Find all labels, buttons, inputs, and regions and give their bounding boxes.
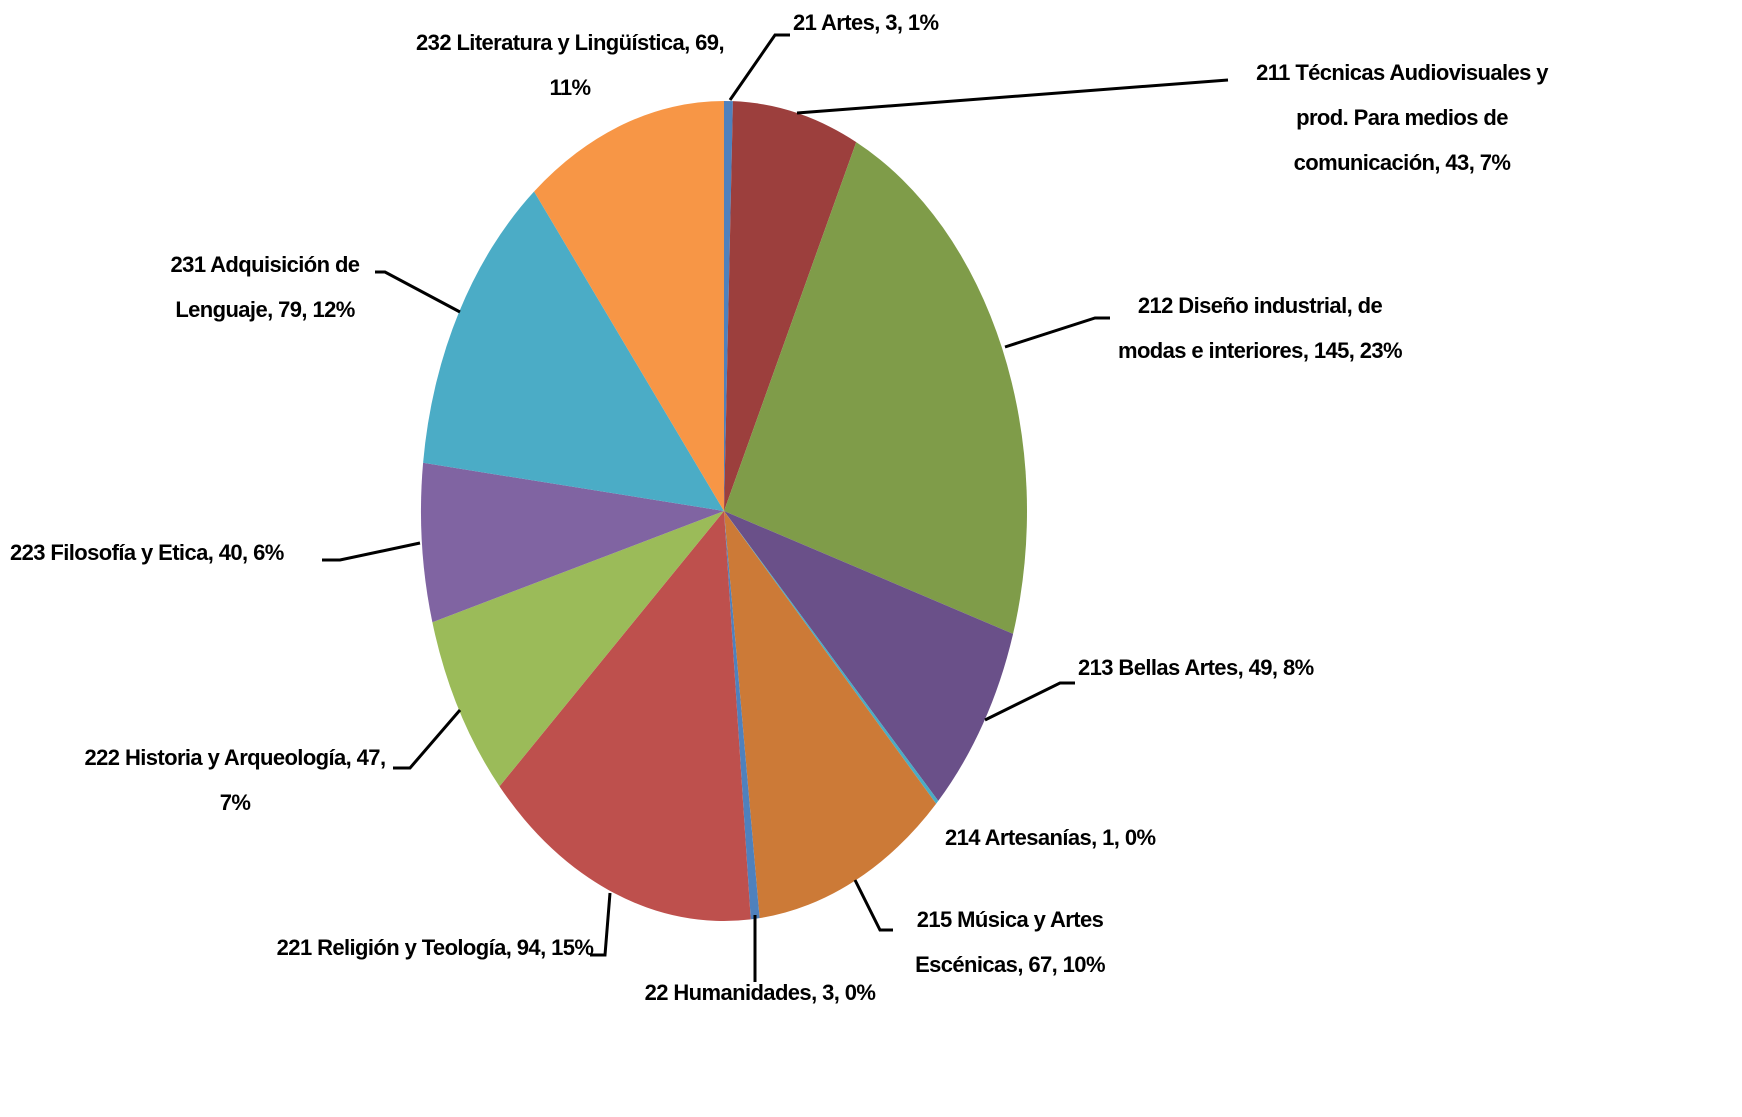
label-value: 47: [356, 745, 381, 770]
leader-line: [728, 33, 790, 101]
label-percent: 0%: [844, 980, 876, 1005]
data-label: 223 Filosofía y Etica, 40, 6%: [10, 540, 284, 565]
pie-slice: [421, 462, 724, 623]
pie-slice: [724, 101, 733, 511]
label-percent: 10%: [1062, 952, 1106, 977]
label-category: 214 Artesanías: [945, 825, 1092, 850]
label-percent: 7%: [219, 790, 251, 815]
label-value: 145: [1313, 338, 1350, 363]
label-percent: 0%: [1124, 825, 1156, 850]
leader-line: [393, 709, 462, 770]
label-percent: 11%: [549, 75, 591, 100]
label-category: 223 Filosofía y Etica: [10, 540, 208, 565]
label-value: 43: [1445, 150, 1469, 175]
label-value: 3: [822, 980, 834, 1005]
pie-slice: [423, 191, 724, 511]
leader-line: [853, 879, 893, 932]
data-label: 213 Bellas Artes, 49, 8%: [1078, 655, 1314, 680]
label-value: 94: [516, 935, 541, 960]
label-category: 231 Adquisición de Lenguaje: [170, 252, 360, 322]
label-value: 1: [1102, 825, 1114, 850]
leader-line: [590, 892, 612, 957]
leader-line: [796, 78, 1229, 115]
leader-line: [322, 541, 421, 562]
pie-slice: [724, 511, 939, 804]
data-label: 211 Técnicas Audiovisuales y prod. Para …: [1256, 60, 1548, 175]
label-category: 215 Música y Artes Escénicas: [915, 907, 1104, 977]
data-label: 231 Adquisición de Lenguaje, 79, 12%: [170, 252, 360, 322]
data-label: 212 Diseño industrial, de modas e interi…: [1117, 293, 1403, 363]
label-value: 79: [278, 297, 302, 322]
pie-slice: [724, 511, 760, 920]
pie-slice: [724, 101, 857, 512]
label-value: 3: [885, 10, 897, 35]
label-percent: 12%: [312, 297, 355, 322]
data-label: 21 Artes, 3, 1%: [793, 10, 939, 35]
data-label: 22 Humanidades, 3, 0%: [644, 980, 876, 1005]
pie-slice: [499, 511, 751, 921]
label-category: 211 Técnicas Audiovisuales y prod. Para …: [1256, 60, 1548, 175]
pie-slice: [432, 511, 724, 787]
label-value: 67: [1028, 952, 1052, 977]
leader-line: [375, 270, 461, 314]
label-percent: 15%: [551, 935, 594, 960]
pie-slice: [724, 511, 937, 919]
data-label: 221 Religión y Teología, 94, 15%: [276, 935, 594, 960]
label-category: 232 Literatura y Lingüística: [416, 30, 685, 55]
data-label: 232 Literatura y Lingüística, 69, 11%: [416, 30, 725, 100]
data-label: 214 Artesanías, 1, 0%: [945, 825, 1156, 850]
leader-line: [984, 681, 1075, 722]
label-percent: 23%: [1359, 338, 1403, 363]
label-category: 213 Bellas Artes: [1078, 655, 1238, 680]
label-category: 22 Humanidades: [644, 980, 812, 1005]
data-label: 215 Música y Artes Escénicas, 67, 10%: [915, 907, 1106, 977]
pie-slice: [724, 511, 1014, 801]
label-value: 49: [1248, 655, 1273, 680]
label-category: 21 Artes: [793, 10, 875, 35]
label-category: 212 Diseño industrial, de modas e interi…: [1117, 293, 1383, 363]
pie-slice: [724, 142, 1027, 634]
label-percent: 1%: [907, 10, 939, 35]
label-percent: 7%: [1479, 150, 1511, 175]
label-category: 222 Historia y Arqueología: [84, 745, 347, 770]
label-value: 69: [695, 30, 719, 55]
pie-slice: [534, 101, 724, 511]
label-category: 221 Religión y Teología: [276, 935, 507, 960]
data-label: 222 Historia y Arqueología, 47, 7%: [84, 745, 387, 815]
label-percent: 8%: [1282, 655, 1314, 680]
label-value: 40: [218, 540, 243, 565]
leader-line: [1004, 316, 1110, 349]
label-percent: 6%: [253, 540, 284, 565]
